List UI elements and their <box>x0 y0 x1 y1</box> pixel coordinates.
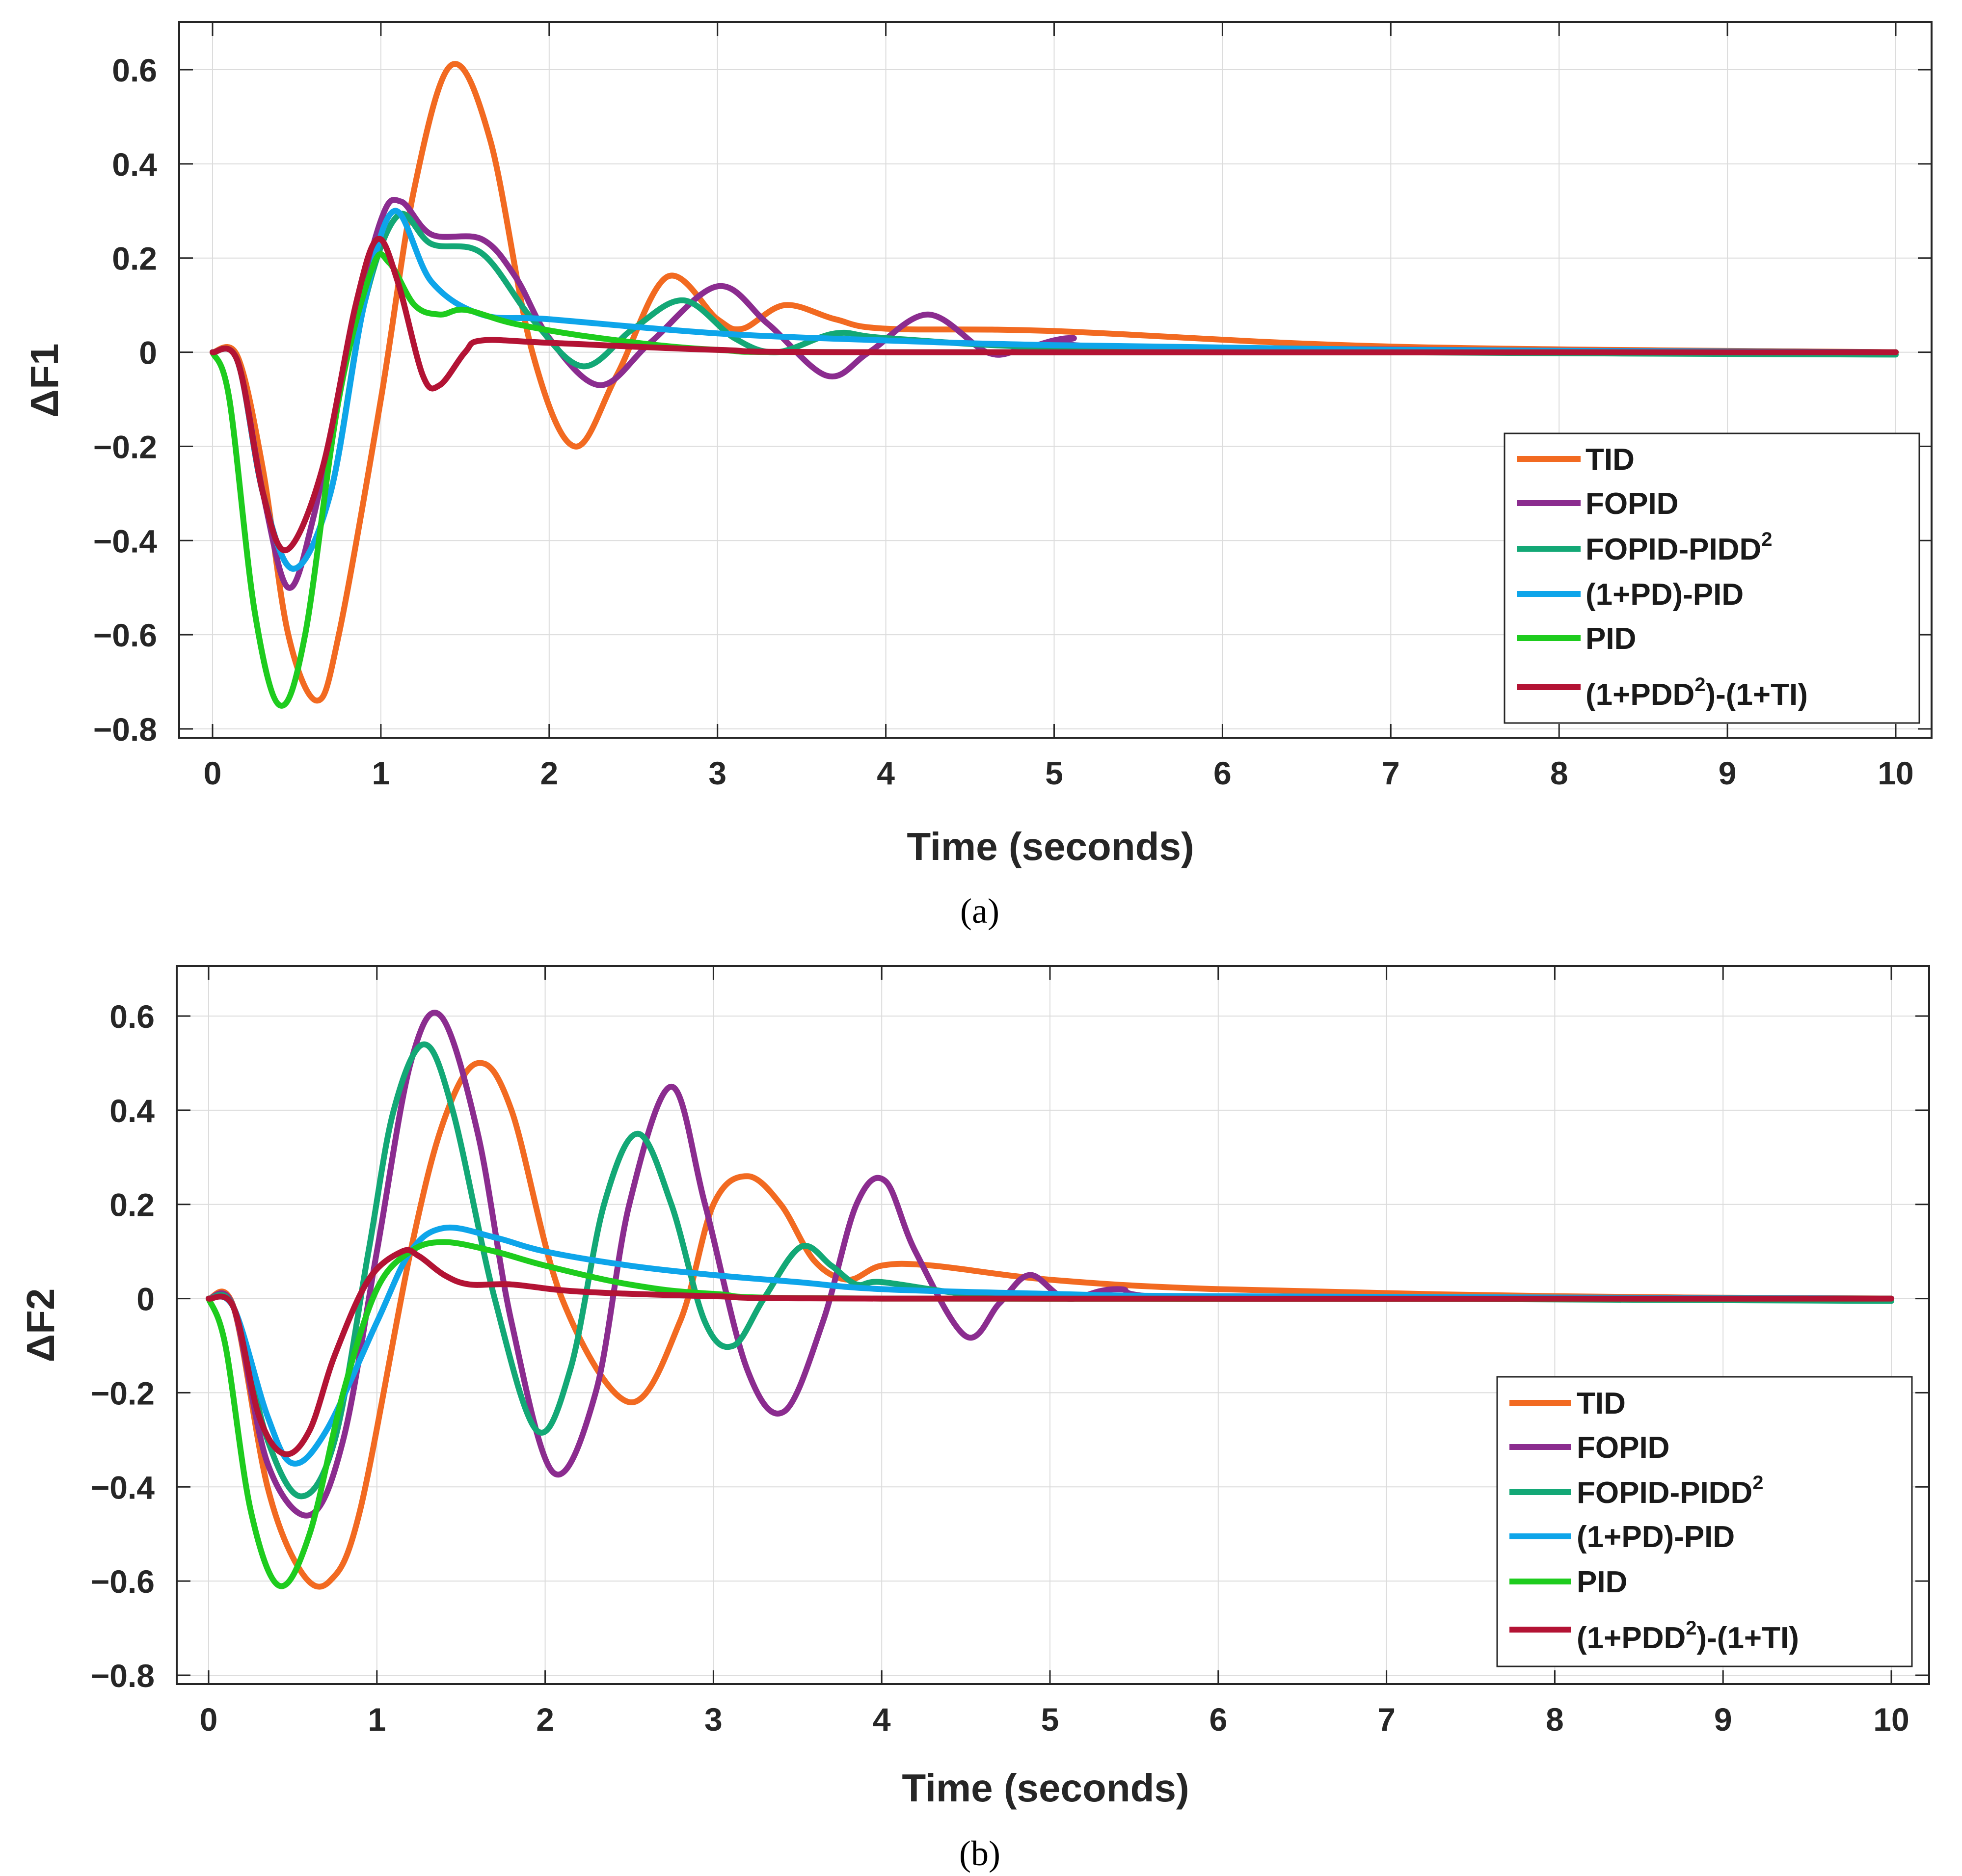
y-tick-labels-b: −0.8 −0.6 −0.4 −0.2 0 0.2 0.4 0.6 <box>91 998 155 1694</box>
x-tick-label: 7 <box>1382 755 1400 791</box>
series-line-fopid <box>206 1010 1894 1519</box>
legend-label: (1+PD)-PID <box>1586 578 1744 612</box>
legend-item-fopid: FOPID <box>1509 1431 1669 1465</box>
y-tick-label: −0.8 <box>91 1658 155 1694</box>
legend-item-tid: TID <box>1517 443 1635 477</box>
x-tick-label: 1 <box>372 755 390 791</box>
x-tick-label: 1 <box>368 1701 386 1738</box>
legend-label: (1+PDD2)-(1+TI) <box>1586 674 1808 712</box>
y-tick-labels-a: −0.8 −0.6 −0.4 −0.2 0 0.2 0.4 0.6 <box>93 52 158 748</box>
y-tick-label: −0.2 <box>93 429 157 465</box>
x-tick-label: 9 <box>1714 1701 1732 1738</box>
x-tick-label: 10 <box>1873 1701 1909 1738</box>
grid-a <box>179 22 1932 738</box>
legend-item-tid: TID <box>1509 1387 1626 1420</box>
y-tick-label: −0.8 <box>93 711 157 748</box>
y-tick-label: 0 <box>139 335 157 371</box>
caption-a: (a) <box>960 891 999 931</box>
x-tick-labels-a: 0 1 2 3 4 5 6 7 8 9 10 <box>204 755 1914 791</box>
x-tick-label: 3 <box>708 755 726 791</box>
axis-ticks-b <box>177 966 1929 1684</box>
x-tick-label: 4 <box>873 1701 891 1738</box>
x-tick-label: 4 <box>877 755 895 791</box>
y-tick-label: 0.6 <box>109 998 155 1035</box>
legend-label: (1+PD)-PID <box>1577 1520 1735 1554</box>
x-tick-label: 0 <box>200 1701 218 1738</box>
y-tick-label: 0.4 <box>109 1093 155 1129</box>
legend-label: FOPID-PIDD2 <box>1586 529 1772 566</box>
legend-label: TID <box>1586 443 1635 477</box>
series-line-fopid <box>210 197 1899 591</box>
series-line-1-pdd-1-ti <box>210 236 1899 554</box>
series-line-tid <box>206 1060 1894 1590</box>
series-group-a <box>210 61 1899 709</box>
x-tick-label: 5 <box>1041 1701 1059 1738</box>
x-tick-label: 8 <box>1546 1701 1564 1738</box>
x-tick-label: 9 <box>1719 755 1737 791</box>
y-tick-label: 0 <box>136 1281 155 1317</box>
legend-label: TID <box>1577 1387 1626 1420</box>
x-tick-label: 6 <box>1213 755 1232 791</box>
legend-box-a <box>1504 432 1920 724</box>
legend-label: FOPID <box>1577 1431 1669 1465</box>
chart-panel-a: −0.8−0.6−0.4−0.200.20.40.6 0 1 2 3 4 5 6 7 8 9 10 … <box>23 21 1933 931</box>
caption-b: (b) <box>959 1834 1000 1873</box>
legend-item-1pdd2-1ti: (1+PDD2)-(1+TI) <box>1517 674 1808 712</box>
y-tick-label: 0.2 <box>109 1187 155 1223</box>
y-tick-label: −0.6 <box>91 1563 155 1600</box>
y-axis-label-a: ΔF1 <box>23 344 66 418</box>
legend-item-pid: PID <box>1517 622 1636 656</box>
x-axis-label-b: Time (seconds) <box>902 1766 1189 1810</box>
x-tick-label: 7 <box>1377 1701 1396 1738</box>
legend-label: FOPID-PIDD2 <box>1577 1472 1763 1510</box>
series-line-tid <box>210 61 1899 704</box>
legend-item-1pdd2-1ti: (1+PDD2)-(1+TI) <box>1509 1617 1799 1655</box>
legend-item-1pd-pid: (1+PD)-PID <box>1509 1520 1735 1554</box>
x-tick-label: 3 <box>704 1701 723 1738</box>
x-tick-label: 2 <box>536 1701 554 1738</box>
legend-a: TID FOPID FOPID-PIDD2 (1+PD)-PID PID (1+… <box>1504 432 1920 724</box>
x-tick-label: 6 <box>1209 1701 1227 1738</box>
y-tick-label: 0.6 <box>112 52 157 88</box>
x-tick-labels-b: 0 1 2 3 4 5 6 7 8 9 10 <box>200 1701 1909 1738</box>
legend-label: FOPID <box>1586 487 1678 521</box>
x-tick-label: 2 <box>540 755 558 791</box>
y-tick-label: 0.2 <box>112 241 157 277</box>
x-tick-label: 5 <box>1045 755 1063 791</box>
x-tick-label: 0 <box>204 755 222 791</box>
y-axis-label-b: ΔF2 <box>19 1288 62 1363</box>
axis-ticks-a <box>179 22 1932 738</box>
legend-item-fopid: FOPID <box>1517 487 1678 521</box>
y-tick-label: −0.2 <box>91 1375 155 1411</box>
x-tick-label: 8 <box>1550 755 1568 791</box>
legend-item-pid: PID <box>1509 1565 1627 1599</box>
legend-item-fopid-pidd2: FOPID-PIDD2 <box>1517 529 1772 566</box>
legend-label: PID <box>1577 1565 1627 1599</box>
legend-label: (1+PDD2)-(1+TI) <box>1577 1617 1799 1655</box>
y-tick-label: 0.4 <box>112 146 157 183</box>
legend-label: PID <box>1586 622 1636 656</box>
y-tick-label: −0.4 <box>91 1469 155 1505</box>
chart-panel-b: −0.8−0.6−0.4−0.200.20.40.6 0 1 2 3 4 5 6 7 8 9 10 … <box>19 965 1930 1873</box>
y-tick-label: −0.4 <box>93 523 158 559</box>
y-tick-label: −0.6 <box>93 617 157 653</box>
series-group-b <box>206 1010 1894 1590</box>
legend-item-1pd-pid: (1+PD)-PID <box>1517 578 1744 612</box>
legend-item-fopid-pidd2: FOPID-PIDD2 <box>1509 1472 1763 1510</box>
x-tick-label: 10 <box>1878 755 1913 791</box>
legend-b: TID FOPID FOPID-PIDD2 (1+PD)-PID PID (1+… <box>1496 1376 1913 1667</box>
series-line-1-pdd-1-ti <box>206 1247 1894 1457</box>
x-axis-label-a: Time (seconds) <box>907 825 1194 868</box>
legend-box-b <box>1496 1376 1913 1667</box>
